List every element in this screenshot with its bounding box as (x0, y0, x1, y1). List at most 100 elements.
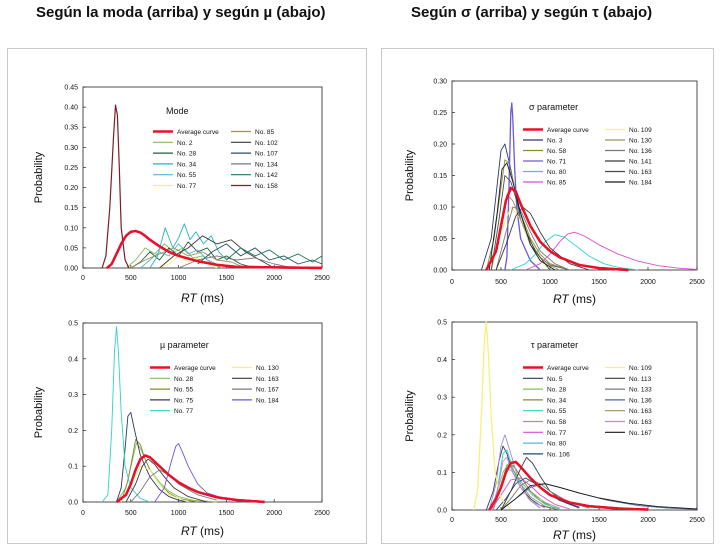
x-tick-label: 2000 (640, 279, 656, 286)
x-tick-label: 1500 (591, 517, 607, 524)
series-line-no-28 (130, 241, 256, 269)
series-line-no-77 (490, 477, 570, 511)
chart-tau (451, 321, 698, 511)
y-tick-label: 0.1 (437, 470, 447, 477)
x-axis-label-unit: (ms) (197, 291, 224, 305)
x-axis-label: RT (ms) (181, 291, 224, 305)
y-axis-label: Probability (404, 390, 416, 442)
x-tick-label: 2000 (266, 510, 282, 517)
chart-title: τ parameter (531, 340, 578, 350)
series-line-average-curve-top (488, 460, 649, 511)
series-line-no-75 (116, 412, 189, 503)
legend-label: No. 133 (629, 387, 652, 394)
legend-label: No. 141 (629, 159, 652, 166)
y-tick-label: 0.3 (68, 392, 78, 399)
legend-label: No. 34 (177, 161, 197, 168)
plot-frame (451, 321, 698, 511)
x-axis-label-var: RT (553, 528, 570, 542)
series-line-average-curve-top (106, 229, 323, 270)
y-tick-label: 0.0 (68, 500, 78, 507)
series-line-no-55 (120, 438, 198, 503)
chart-title: σ parameter (529, 102, 578, 112)
series-line-no-136 (495, 206, 570, 271)
x-axis-label-var: RT (181, 524, 198, 538)
y-tick-label: 0.20 (64, 185, 78, 192)
x-tick-label: 500 (125, 510, 137, 517)
series-line-no-34 (149, 223, 227, 269)
legend-label: No. 142 (255, 172, 278, 179)
title-right: Según σ (arriba) y según τ (abajo) (411, 4, 653, 21)
legend-label: No. 130 (256, 365, 279, 372)
series-line-no-107 (197, 243, 323, 265)
legend-label: No. 77 (177, 183, 197, 190)
legend-label: Average curve (174, 365, 216, 372)
legend-label: No. 34 (547, 397, 567, 404)
x-tick-label: 1000 (542, 517, 558, 524)
x-tick-label: 2000 (266, 275, 282, 282)
y-tick-label: 0.15 (433, 173, 447, 180)
y-tick-label: 0.25 (433, 110, 447, 117)
x-tick-label: 0 (450, 279, 454, 286)
series-line-no-102 (159, 235, 275, 269)
series-line-no-184 (154, 443, 246, 503)
legend-label: No. 184 (629, 180, 652, 187)
x-axis-label-var: RT (181, 291, 198, 305)
x-tick-label: 2000 (640, 517, 656, 524)
legend-label: Average curve (547, 127, 589, 134)
legend-label: No. 163 (629, 169, 652, 176)
legend-label: No. 109 (629, 127, 652, 134)
y-tick-label: 0.00 (433, 268, 447, 275)
legend-label: Average curve (177, 129, 219, 136)
y-tick-label: 0.05 (64, 245, 78, 252)
y-axis-label: Probability (404, 149, 416, 201)
legend-label: No. 3 (547, 138, 563, 145)
legend-label: No. 109 (629, 365, 652, 372)
x-tick-label: 2500 (689, 517, 705, 524)
y-axis-label: Probability (33, 151, 45, 203)
x-tick-label: 0 (81, 275, 85, 282)
legend-label: No. 28 (547, 387, 567, 394)
y-tick-label: 0.3 (437, 395, 447, 402)
y-tick-label: 0.2 (437, 432, 447, 439)
x-axis-label-var: RT (553, 292, 570, 306)
y-tick-label: 0.00 (64, 266, 78, 273)
series-line-no-158 (101, 104, 130, 269)
x-tick-label: 2500 (314, 275, 330, 282)
legend-label: No. 163 (629, 419, 652, 426)
legend-label: No. 77 (547, 430, 567, 437)
y-tick-label: 0.2 (68, 428, 78, 435)
x-tick-label: 500 (125, 275, 137, 282)
x-tick-label: 500 (495, 279, 507, 286)
legend-label: No. 77 (174, 408, 194, 415)
series-line-average-curve-top (485, 186, 629, 272)
legend-label: No. 107 (255, 151, 278, 158)
legend-label: No. 5 (547, 376, 563, 383)
title-left: Según la moda (arriba) y según µ (abajo) (36, 4, 326, 21)
legend-label: No. 80 (547, 441, 567, 448)
x-tick-label: 1000 (171, 510, 187, 517)
y-tick-label: 0.45 (64, 85, 78, 92)
y-axis-label: Probability (33, 386, 45, 438)
series-line-no-167 (500, 483, 698, 511)
x-axis-label: RT (ms) (181, 524, 224, 538)
chart-title: Mode (166, 106, 189, 116)
x-axis-label: RT (ms) (553, 528, 596, 542)
x-tick-label: 1500 (219, 275, 235, 282)
series-line-no-163 (125, 458, 208, 503)
chart-mode (82, 86, 323, 270)
legend-label: No. 55 (174, 387, 194, 394)
panel-right (381, 48, 714, 544)
series-line-no-142 (226, 247, 323, 263)
legend-label: No. 28 (174, 376, 194, 383)
y-tick-label: 0.05 (433, 236, 447, 243)
series-line-no-85 (130, 247, 246, 269)
y-tick-label: 0.30 (433, 79, 447, 86)
legend-label: Average curve (547, 365, 589, 372)
x-tick-label: 1500 (219, 510, 235, 517)
y-tick-label: 0.35 (64, 125, 78, 132)
legend-label: No. 2 (177, 140, 193, 147)
legend-label: No. 113 (629, 376, 652, 383)
legend-label: No. 102 (255, 140, 278, 147)
legend-label: No. 167 (629, 430, 652, 437)
